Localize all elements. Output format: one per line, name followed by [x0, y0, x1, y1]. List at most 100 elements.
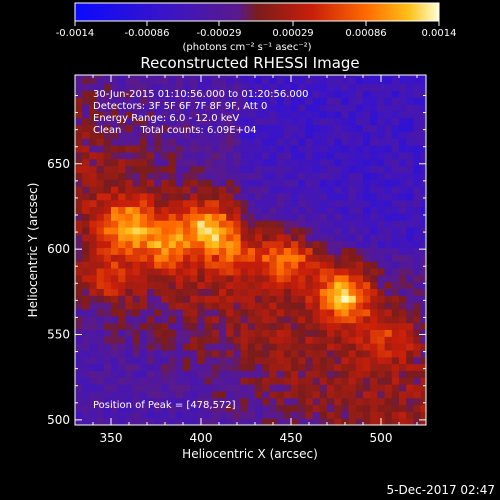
heatmap-cell [399, 151, 407, 160]
heatmap-cell [96, 336, 105, 344]
heatmap-cell [96, 343, 105, 351]
heatmap-cell [377, 213, 386, 221]
heatmap-cell [334, 397, 342, 406]
heatmap-cell [327, 247, 335, 255]
heatmap-cell [255, 390, 263, 399]
heatmap-cell [197, 261, 206, 269]
heatmap-cell [125, 404, 134, 412]
heatmap-cell [348, 76, 357, 85]
heatmap-cell [399, 377, 407, 385]
heatmap-cell [183, 281, 191, 290]
heatmap-cell [255, 267, 263, 276]
heatmap-cell [190, 302, 198, 310]
heatmap-cell [75, 308, 83, 317]
heatmap-cell [413, 185, 422, 194]
heatmap-cell [211, 110, 220, 119]
heatmap-cell [197, 145, 206, 153]
heatmap-cell [168, 343, 177, 351]
heatmap-cell [168, 336, 177, 344]
heatmap-cell [226, 213, 234, 221]
heatmap-cell [355, 158, 364, 167]
heatmap-cell [161, 110, 170, 119]
heatmap-cell [363, 295, 371, 303]
heatmap-cell [89, 185, 98, 194]
heatmap-cell [82, 220, 90, 228]
heatmap-cell [219, 117, 227, 126]
heatmap-cell [255, 117, 263, 126]
heatmap-cell [132, 384, 141, 392]
heatmap-cell [327, 233, 335, 242]
heatmap-cell [269, 76, 278, 85]
heatmap-cell [334, 308, 342, 317]
heatmap-cell [298, 404, 306, 412]
heatmap-cell [334, 83, 342, 91]
heatmap-cell [233, 172, 242, 180]
heatmap-cell [226, 288, 234, 296]
heatmap-cell [384, 110, 393, 119]
heatmap-cell [118, 302, 126, 310]
heatmap-cell [139, 288, 148, 296]
heatmap-cell [399, 233, 407, 242]
heatmap-cell [204, 185, 213, 194]
heatmap-cell [190, 124, 198, 132]
heatmap-cell [204, 199, 213, 208]
heatmap-cell [211, 247, 220, 255]
heatmap-cell [391, 302, 400, 310]
heatmap-cell [363, 356, 371, 365]
heatmap-cell [75, 390, 83, 399]
heatmap-cell [89, 131, 98, 139]
heatmap-cell [370, 138, 378, 146]
heatmap-cell [334, 124, 342, 132]
heatmap-cell [247, 267, 256, 276]
heatmap-cell [226, 390, 234, 399]
heatmap-cell [262, 185, 270, 194]
heatmap-cell [204, 397, 213, 406]
heatmap-cell [161, 83, 170, 91]
heatmap-cell [204, 281, 213, 290]
heatmap-cell [103, 308, 112, 317]
heatmap-cell [341, 247, 350, 255]
chart-title: Reconstructed RHESSI Image [140, 54, 359, 72]
heatmap-cell [168, 90, 177, 98]
heatmap-cell [111, 104, 119, 112]
heatmap-cell [413, 83, 422, 91]
heatmap-cell [139, 104, 148, 112]
heatmap-cell [96, 274, 105, 283]
heatmap-cell [370, 308, 378, 317]
heatmap-cell [363, 226, 371, 235]
heatmap-cell [370, 336, 378, 344]
heatmap-cell [226, 295, 234, 303]
heatmap-cell [103, 233, 112, 242]
heatmap-cell [312, 397, 321, 406]
heatmap-cell [125, 390, 134, 399]
heatmap-cell [247, 336, 256, 344]
heatmap-cell [240, 117, 249, 126]
heatmap-cell [283, 390, 292, 399]
heatmap-cell [183, 185, 191, 194]
heatmap-cell [420, 138, 426, 146]
heatmap-cell [370, 343, 378, 351]
heatmap-cell [96, 322, 105, 330]
heatmap-cell [211, 192, 220, 201]
heatmap-cell [183, 165, 191, 173]
heatmap-cell [247, 302, 256, 310]
heatmap-cell [348, 411, 357, 419]
heatmap-cell [276, 411, 285, 419]
heatmap-cell [247, 76, 256, 85]
heatmap-cell [391, 179, 400, 187]
heatmap-cell [334, 315, 342, 324]
heatmap-cell [305, 295, 314, 303]
heatmap-cell [305, 97, 314, 105]
heatmap-cell [420, 288, 426, 296]
heatmap-cell [384, 131, 393, 139]
heatmap-cell [190, 384, 198, 392]
heatmap-cell [420, 213, 426, 221]
heatmap-cell [197, 172, 206, 180]
heatmap-cell [391, 213, 400, 221]
heatmap-cell [269, 233, 278, 242]
heatmap-cell [291, 199, 299, 208]
heatmap-cell [103, 83, 112, 91]
heatmap-cell [377, 110, 386, 119]
heatmap-cell [255, 131, 263, 139]
heatmap-cell [327, 295, 335, 303]
